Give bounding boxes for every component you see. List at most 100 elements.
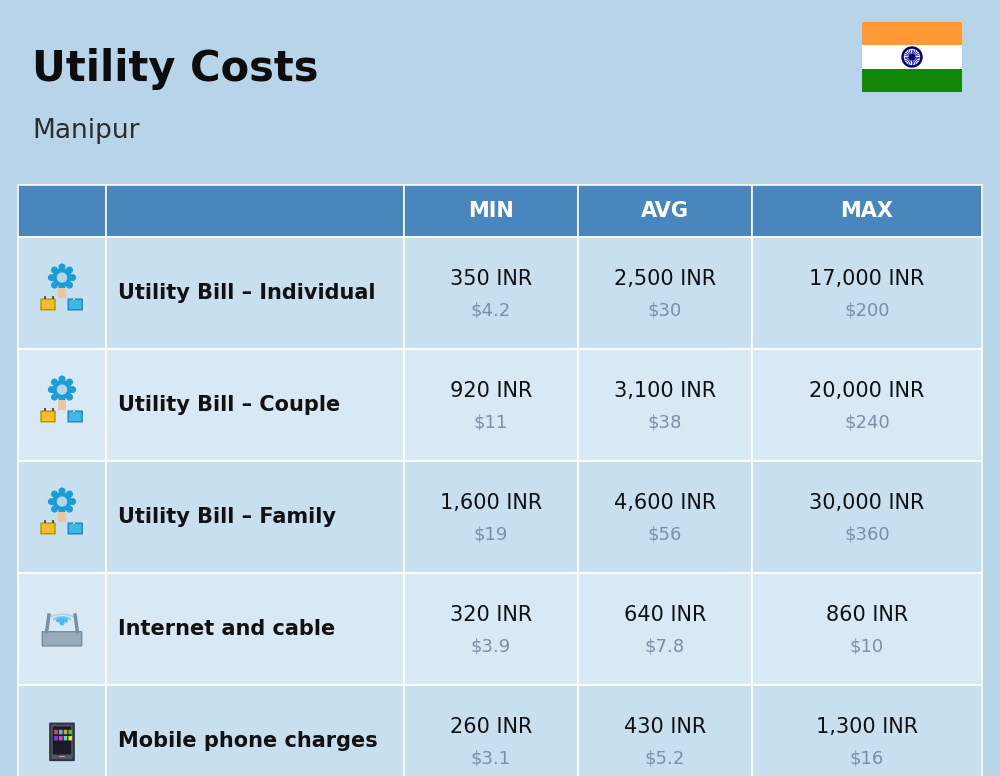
Bar bbox=[578, 349, 752, 461]
Bar bbox=[862, 45, 962, 68]
Text: MIN: MIN bbox=[468, 201, 514, 221]
Text: Utility Bill – Individual: Utility Bill – Individual bbox=[118, 283, 376, 303]
Bar bbox=[862, 68, 962, 92]
Circle shape bbox=[58, 273, 66, 282]
Text: 3,100 INR: 3,100 INR bbox=[614, 381, 716, 401]
Circle shape bbox=[58, 385, 66, 394]
Bar bbox=[752, 237, 982, 349]
Bar bbox=[44, 408, 46, 411]
Bar bbox=[52, 408, 54, 411]
Text: $19: $19 bbox=[474, 526, 508, 544]
Text: $30: $30 bbox=[648, 302, 682, 320]
Bar bbox=[578, 185, 752, 237]
Circle shape bbox=[67, 491, 72, 497]
Bar bbox=[578, 461, 752, 573]
Bar bbox=[73, 297, 75, 300]
Bar bbox=[752, 685, 982, 776]
Circle shape bbox=[70, 386, 75, 393]
Bar bbox=[52, 296, 54, 300]
Bar bbox=[752, 185, 982, 237]
Text: 430 INR: 430 INR bbox=[624, 717, 706, 737]
Text: 1,300 INR: 1,300 INR bbox=[816, 717, 918, 737]
Circle shape bbox=[70, 275, 75, 280]
Circle shape bbox=[59, 264, 65, 270]
FancyBboxPatch shape bbox=[54, 736, 58, 740]
FancyBboxPatch shape bbox=[68, 736, 72, 740]
Bar bbox=[862, 22, 962, 45]
Circle shape bbox=[49, 386, 54, 393]
Bar bbox=[578, 685, 752, 776]
Bar bbox=[58, 400, 66, 410]
Text: $360: $360 bbox=[844, 526, 890, 544]
FancyBboxPatch shape bbox=[50, 723, 74, 760]
Text: Utility Costs: Utility Costs bbox=[32, 48, 318, 90]
Circle shape bbox=[59, 286, 65, 291]
Text: $5.2: $5.2 bbox=[645, 750, 685, 768]
FancyBboxPatch shape bbox=[64, 736, 67, 740]
FancyBboxPatch shape bbox=[53, 726, 71, 754]
Text: $240: $240 bbox=[844, 414, 890, 432]
Circle shape bbox=[67, 379, 72, 385]
Bar bbox=[73, 521, 75, 524]
Bar bbox=[404, 237, 578, 349]
Circle shape bbox=[52, 394, 57, 400]
Bar bbox=[578, 237, 752, 349]
Circle shape bbox=[53, 493, 71, 511]
Bar bbox=[404, 461, 578, 573]
Text: 4,600 INR: 4,600 INR bbox=[614, 493, 716, 513]
Bar bbox=[18, 685, 106, 776]
Text: $3.1: $3.1 bbox=[471, 750, 511, 768]
Circle shape bbox=[67, 267, 72, 273]
Text: Utility Bill – Couple: Utility Bill – Couple bbox=[118, 395, 340, 415]
Text: Internet and cable: Internet and cable bbox=[118, 619, 335, 639]
Bar bbox=[18, 185, 106, 237]
Circle shape bbox=[67, 394, 72, 400]
Text: $11: $11 bbox=[474, 414, 508, 432]
Text: 640 INR: 640 INR bbox=[624, 605, 706, 625]
Bar bbox=[404, 685, 578, 776]
Bar bbox=[106, 685, 404, 776]
Bar bbox=[106, 237, 404, 349]
Circle shape bbox=[52, 267, 57, 273]
Text: 260 INR: 260 INR bbox=[450, 717, 532, 737]
Bar bbox=[404, 349, 578, 461]
Circle shape bbox=[53, 268, 71, 286]
Bar bbox=[106, 461, 404, 573]
Circle shape bbox=[52, 379, 57, 385]
Text: 320 INR: 320 INR bbox=[450, 605, 532, 625]
FancyBboxPatch shape bbox=[41, 411, 55, 422]
Bar bbox=[752, 573, 982, 685]
FancyBboxPatch shape bbox=[41, 299, 55, 310]
Text: 1,600 INR: 1,600 INR bbox=[440, 493, 542, 513]
Text: MAX: MAX bbox=[840, 201, 894, 221]
Bar bbox=[404, 573, 578, 685]
Circle shape bbox=[52, 506, 57, 512]
Text: $56: $56 bbox=[648, 526, 682, 544]
Circle shape bbox=[60, 621, 64, 625]
FancyBboxPatch shape bbox=[42, 632, 82, 646]
FancyBboxPatch shape bbox=[59, 736, 63, 740]
Text: Mobile phone charges: Mobile phone charges bbox=[118, 731, 378, 751]
Text: $3.9: $3.9 bbox=[471, 638, 511, 656]
Circle shape bbox=[67, 282, 72, 288]
Bar bbox=[106, 573, 404, 685]
Bar bbox=[18, 237, 106, 349]
Circle shape bbox=[59, 509, 65, 515]
Text: Manipur: Manipur bbox=[32, 118, 140, 144]
Text: 350 INR: 350 INR bbox=[450, 269, 532, 289]
Circle shape bbox=[53, 381, 71, 399]
Bar bbox=[73, 409, 75, 412]
FancyBboxPatch shape bbox=[41, 523, 55, 534]
Circle shape bbox=[58, 497, 66, 506]
Bar bbox=[18, 573, 106, 685]
Text: 30,000 INR: 30,000 INR bbox=[809, 493, 925, 513]
Text: 20,000 INR: 20,000 INR bbox=[809, 381, 925, 401]
Bar bbox=[52, 521, 54, 523]
Text: $200: $200 bbox=[844, 302, 890, 320]
Text: Utility Bill – Family: Utility Bill – Family bbox=[118, 507, 336, 527]
Circle shape bbox=[59, 397, 65, 403]
Bar bbox=[106, 349, 404, 461]
FancyBboxPatch shape bbox=[68, 411, 82, 422]
Bar bbox=[58, 512, 66, 521]
FancyBboxPatch shape bbox=[68, 729, 72, 734]
